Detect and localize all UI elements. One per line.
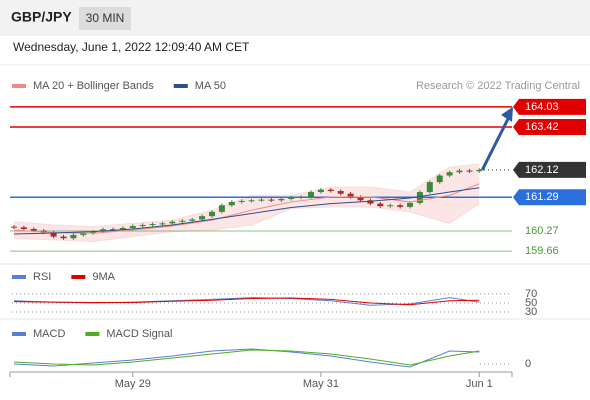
y-tick-label: 0 [525, 358, 531, 370]
indicator-line [13, 348, 480, 368]
legend-label: MA 20 + Bollinger Bands [33, 80, 154, 92]
level-tag [513, 98, 586, 115]
level-label: 162.12 [525, 164, 559, 176]
candle-body [416, 192, 423, 203]
level-tag [513, 189, 586, 206]
legend-swatch [12, 84, 26, 88]
legend-swatch [85, 332, 100, 336]
candle-body [199, 216, 206, 220]
y-tick-label: 30 [525, 306, 537, 318]
candle-body [456, 170, 463, 173]
timestamp: Wednesday, June 1, 2022 12:09:40 AM CET [13, 40, 250, 54]
candle-body [179, 220, 186, 222]
candle-body [347, 193, 354, 197]
candle-body [129, 226, 136, 229]
legend-swatch [12, 332, 26, 336]
credit: Research © 2022 Trading Central [416, 80, 580, 92]
candle-body [238, 200, 245, 202]
candle-body [90, 231, 97, 234]
candle-body [327, 189, 334, 192]
candle-body [169, 221, 176, 224]
y-tick-label: 50 [525, 297, 537, 309]
legend-label: MACD Signal [106, 328, 172, 340]
legend-label: RSI [33, 271, 51, 283]
forecast-arrowhead [501, 106, 513, 122]
candle-body [189, 219, 196, 221]
candle-body [407, 202, 413, 207]
indicator-line [13, 349, 480, 366]
level-label: 159.66 [525, 245, 559, 257]
interval: 30 MIN [86, 11, 125, 25]
candle-body [466, 170, 473, 172]
candle-body [70, 234, 77, 239]
candle-body [50, 232, 57, 237]
legend-swatch [12, 275, 26, 279]
x-tick-label: May 31 [303, 378, 339, 390]
candle-body [30, 228, 37, 231]
candle-body [337, 191, 344, 194]
candle-body [298, 196, 305, 198]
candle-body [218, 205, 225, 212]
candle-body [11, 226, 17, 228]
candle-body [476, 169, 483, 172]
candle-body [278, 198, 285, 201]
candle-body [248, 200, 255, 202]
candle-body [308, 192, 314, 197]
level-label: 160.27 [525, 225, 559, 237]
level-tag [513, 119, 586, 136]
legend-swatch [71, 275, 86, 279]
candle-body [209, 211, 215, 217]
x-tick-label: May 29 [115, 378, 151, 390]
legend-label: 9MA [92, 271, 115, 283]
candle-body [119, 228, 126, 230]
forecast-arrow [480, 116, 511, 171]
candle-body [397, 205, 404, 207]
candle-body [357, 196, 364, 201]
candle-body [228, 201, 235, 206]
candle-body [317, 189, 324, 193]
candle-body [258, 199, 265, 201]
band-upper [13, 163, 480, 228]
candle-body [149, 224, 156, 226]
candle-body [377, 203, 384, 207]
level-label: 164.03 [525, 101, 559, 113]
level-label: 161.29 [525, 191, 559, 203]
ma-line [13, 183, 480, 234]
legend-swatch [173, 84, 188, 88]
bollinger-band [14, 163, 480, 242]
ma-line [13, 187, 480, 235]
candle-body [268, 199, 275, 201]
y-tick-label: 70 [525, 288, 537, 300]
legend-label: MA 50 [195, 80, 226, 92]
candle-body [367, 200, 374, 204]
candle-body [139, 225, 146, 227]
x-tick-label: Jun 1 [466, 378, 493, 390]
candle-body [426, 182, 433, 193]
interval-badge [79, 7, 131, 30]
candle-body [446, 172, 453, 176]
candle-body [60, 236, 67, 239]
indicator-line [13, 297, 480, 306]
legend-label: MACD [33, 328, 65, 340]
level-label: 163.42 [525, 121, 559, 133]
candle-body [436, 175, 443, 183]
symbol: GBP/JPY [11, 9, 72, 25]
level-tag [513, 161, 586, 178]
candle-body [80, 233, 87, 235]
candle-body [20, 227, 27, 229]
candle-body [159, 223, 166, 225]
band-lower [13, 203, 480, 243]
candle-body [387, 205, 394, 207]
candle-body [288, 197, 295, 199]
